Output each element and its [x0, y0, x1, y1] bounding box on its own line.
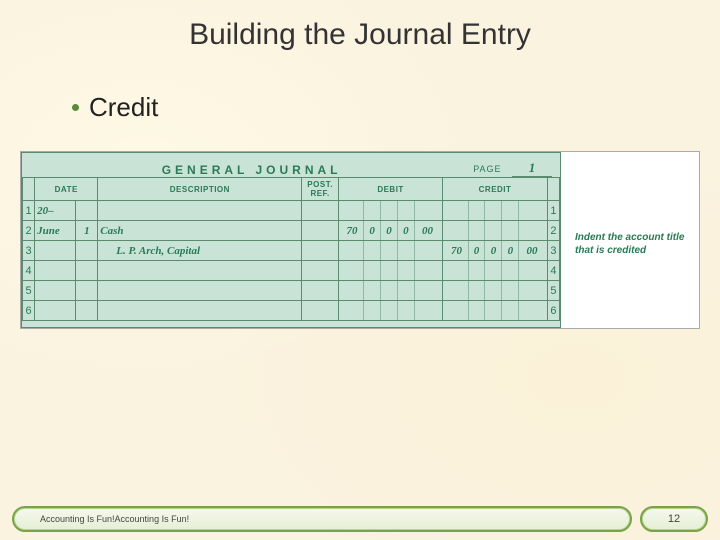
table-row: 6 6 [23, 301, 560, 321]
page-label: PAGE [473, 164, 501, 174]
debit-cells [341, 241, 440, 260]
row-number: 5 [23, 281, 35, 301]
cell-desc-credit: L. P. Arch, Capital [98, 241, 302, 261]
row-number: 6 [547, 301, 559, 321]
table-row: 1 20– 1 [23, 201, 560, 221]
row-number: 1 [547, 201, 559, 221]
header-row: DATE DESCRIPTION POST. REF. DEBIT CREDIT [23, 178, 560, 201]
table-row: 4 4 [23, 261, 560, 281]
cell-month: June [35, 221, 76, 241]
col-postref: POST. REF. [302, 178, 338, 201]
col-debit: DEBIT [338, 178, 442, 201]
col-date: DATE [35, 178, 98, 201]
journal-figure: GENERAL JOURNAL PAGE 1 DATE DESCRIPTION … [20, 151, 700, 329]
credit-cells: 7000000 [445, 241, 544, 260]
debit-cells: 7000000 [341, 221, 440, 240]
row-number: 5 [547, 281, 559, 301]
cell-desc-debit: Cash [98, 221, 302, 241]
table-row: 2 June 1 Cash 7000000 2 [23, 221, 560, 241]
page-number: 1 [512, 160, 552, 177]
row-number: 1 [23, 201, 35, 221]
cell-day: 1 [76, 221, 98, 241]
general-journal-ledger: GENERAL JOURNAL PAGE 1 DATE DESCRIPTION … [21, 152, 561, 328]
journal-table: DATE DESCRIPTION POST. REF. DEBIT CREDIT… [22, 177, 560, 321]
row-number: 4 [23, 261, 35, 281]
col-credit: CREDIT [443, 178, 547, 201]
credit-cells [445, 221, 544, 240]
row-number: 2 [23, 221, 35, 241]
page-indicator: PAGE 1 [473, 159, 552, 177]
slide-number: 12 [640, 506, 708, 532]
row-number: 6 [23, 301, 35, 321]
debit-cells [341, 201, 440, 220]
row-number: 3 [23, 241, 35, 261]
footer: Accounting Is Fun!Accounting Is Fun! 12 [0, 506, 720, 532]
bullet-icon [72, 104, 79, 111]
slide-title: Building the Journal Entry [0, 0, 720, 52]
footer-text: Accounting Is Fun!Accounting Is Fun! [12, 506, 632, 532]
col-description: DESCRIPTION [98, 178, 302, 201]
cell-year: 20– [35, 201, 76, 221]
annotation-text: Indent the account title that is credite… [575, 232, 699, 257]
row-number: 3 [547, 241, 559, 261]
table-row: 3 L. P. Arch, Capital 7000000 3 [23, 241, 560, 261]
ledger-heading: GENERAL JOURNAL [30, 163, 473, 177]
row-number: 4 [547, 261, 559, 281]
annotation-area: Indent the account title that is credite… [561, 152, 699, 328]
row-number: 2 [547, 221, 559, 241]
bullet-list: Credit [0, 52, 720, 123]
table-row: 5 5 [23, 281, 560, 301]
credit-cells [445, 201, 544, 220]
bullet-text: Credit [89, 92, 158, 123]
bullet-item: Credit [72, 92, 720, 123]
